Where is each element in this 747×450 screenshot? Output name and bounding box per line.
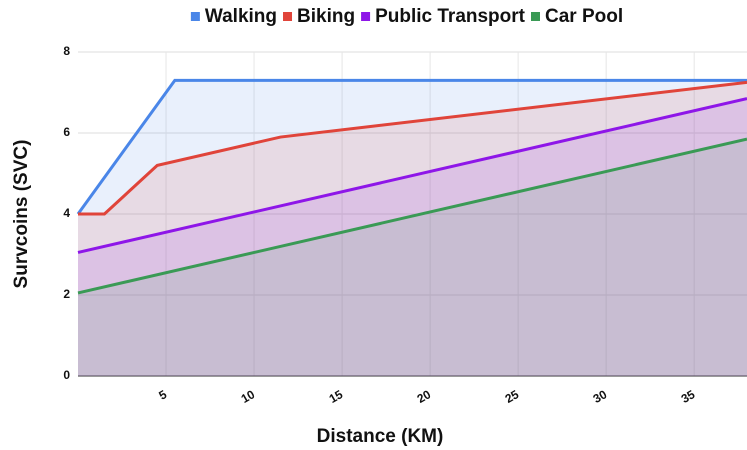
x-tick-label: 25	[503, 387, 522, 406]
series-area	[78, 98, 747, 376]
series-area	[78, 139, 747, 376]
legend-label: Car Pool	[545, 6, 623, 27]
series-line	[76, 78, 747, 215]
x-tick-label: 10	[239, 387, 258, 406]
x-tick-label: 5	[156, 387, 169, 403]
legend-swatch	[531, 12, 540, 21]
series-line	[77, 97, 747, 254]
x-tick-label: 15	[327, 387, 346, 406]
legend-swatch	[190, 12, 200, 21]
legend-label: Walking	[205, 6, 277, 27]
legend-swatch	[283, 12, 293, 21]
legend-label: Biking	[297, 6, 355, 27]
y-axis-label: Survcoins (SVC)	[11, 140, 32, 289]
x-tick-label: 20	[415, 387, 434, 406]
legend-swatch	[361, 12, 371, 21]
series-area	[78, 80, 747, 376]
y-tick-label: 2	[63, 287, 70, 301]
x-axis-label: Distance (KM)	[317, 426, 444, 447]
x-tick-label: 35	[679, 387, 698, 406]
y-tick-label: 4	[63, 206, 70, 220]
y-tick-label: 0	[63, 368, 70, 382]
series-area	[78, 82, 747, 376]
legend-label: Public Transport	[375, 6, 526, 27]
y-tick-label: 6	[63, 125, 70, 139]
legend: Walking Biking Public Transport Car Pool	[190, 6, 623, 27]
series-line	[77, 137, 747, 295]
y-tick-label: 8	[63, 44, 70, 58]
series-line	[78, 80, 747, 216]
grid	[78, 51, 747, 377]
x-tick-label: 30	[591, 387, 610, 406]
